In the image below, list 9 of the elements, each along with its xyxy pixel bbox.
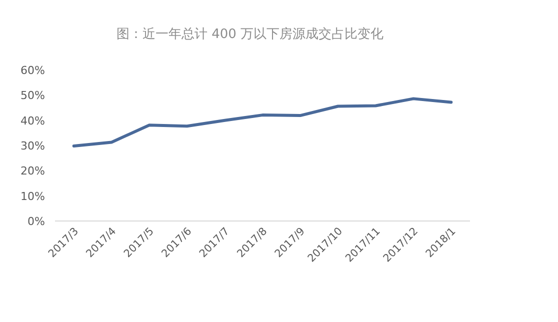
y-tick-label: 50% — [20, 89, 45, 102]
line-series — [72, 97, 453, 148]
chart-title: 图：近一年总计 400 万以下房源成交占比变化 — [116, 26, 384, 42]
y-tick-label: 30% — [20, 140, 45, 152]
y-tick-label: 10% — [20, 190, 45, 203]
y-tick-label: 40% — [20, 114, 45, 128]
y-tick-label: 20% — [20, 164, 45, 178]
y-tick-label: 60% — [20, 64, 45, 77]
y-tick-label: 0% — [28, 215, 45, 228]
